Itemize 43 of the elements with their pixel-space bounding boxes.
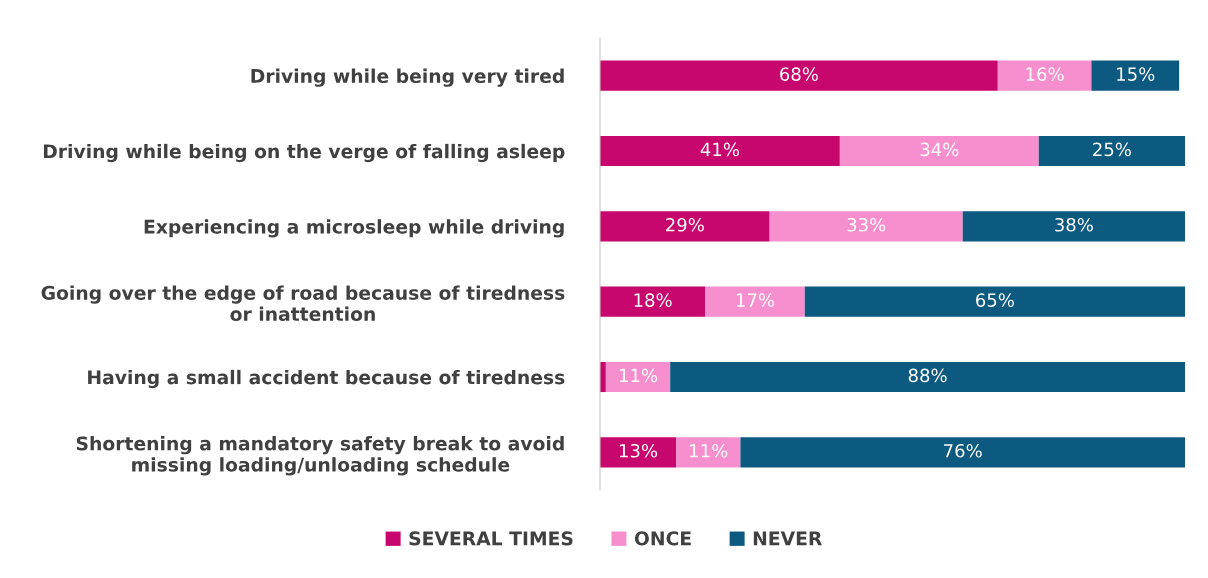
bar <box>839 135 1039 167</box>
data-label: 88% <box>908 368 947 383</box>
data-label: 11% <box>690 443 728 458</box>
legend-label: ONCE <box>634 531 691 546</box>
y-tick-label: Having a small accident because of tiredness <box>88 369 565 389</box>
bar <box>676 437 741 468</box>
bar <box>1038 135 1185 167</box>
data-label: 18% <box>634 293 672 307</box>
data-label: 41% <box>700 142 739 157</box>
data-label: 65% <box>976 293 1014 307</box>
bar <box>600 60 998 91</box>
legend-label: SEVERAL TIMES <box>409 531 573 546</box>
bar <box>962 211 1185 242</box>
data-label: 29% <box>666 217 704 232</box>
bar <box>997 60 1092 91</box>
y-tick-label: Experiencing a microsleep while driving <box>144 219 564 238</box>
bar <box>769 211 963 242</box>
bar <box>804 286 1185 317</box>
data-label: 16% <box>1026 67 1064 81</box>
y-tick-label: Driving while being very tired <box>251 68 564 87</box>
data-label: 33% <box>847 217 886 232</box>
data-label: 38% <box>1055 217 1093 232</box>
y-tick-label: Shortening a mandatory safety break to avoid missing loading/unloading schedule <box>76 436 564 476</box>
bar <box>1091 60 1180 91</box>
bar <box>605 361 671 393</box>
data-label: 68% <box>780 67 818 81</box>
data-label: 13% <box>619 443 658 458</box>
y-tick-label: Driving while being on the verge of falling asleep <box>43 143 565 163</box>
bar <box>740 437 1185 468</box>
bar <box>670 361 1185 393</box>
data-label: 34% <box>920 142 959 157</box>
bar <box>600 437 677 468</box>
bar <box>600 211 770 242</box>
data-label: 17% <box>736 293 775 307</box>
data-label: 76% <box>944 443 982 458</box>
legend-label: NEVER <box>753 531 822 546</box>
bar <box>600 135 840 167</box>
y-tick-label: Going over the edge of road because of tiredness or inattention <box>41 285 565 322</box>
data-label: 25% <box>1093 142 1131 157</box>
data-label: 11% <box>619 368 658 383</box>
bar <box>600 286 706 317</box>
data-label: 15% <box>1117 67 1155 81</box>
bar <box>705 286 805 317</box>
